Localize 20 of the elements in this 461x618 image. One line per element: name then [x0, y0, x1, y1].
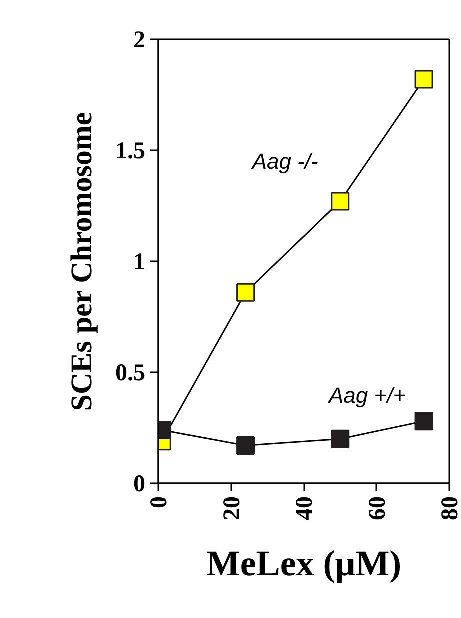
- y-tick-label: 0.5: [116, 360, 146, 386]
- point: [236, 283, 256, 302]
- series-label: Aag -/-: [250, 149, 318, 174]
- x-tick-label: 60: [364, 496, 391, 520]
- x-tick-label: 0: [146, 496, 172, 508]
- point: [236, 436, 256, 456]
- x-tick-label: 20: [219, 496, 246, 520]
- y-tick-label: 2: [134, 28, 146, 54]
- point: [331, 430, 350, 448]
- x-tick-label: 40: [292, 496, 318, 520]
- point: [414, 412, 434, 431]
- point: [331, 192, 350, 211]
- x-axis-title: MeLex (μM): [206, 544, 402, 584]
- x-tick-label: 80: [438, 496, 461, 520]
- y-tick-label: 1: [134, 250, 146, 276]
- y-tick-label: 1.5: [116, 138, 146, 164]
- point: [414, 70, 434, 89]
- y-axis-title: SCEs per Chromosome: [66, 112, 98, 412]
- y-tick-label: 0: [134, 472, 146, 498]
- series-label: Aag +/+: [326, 382, 406, 408]
